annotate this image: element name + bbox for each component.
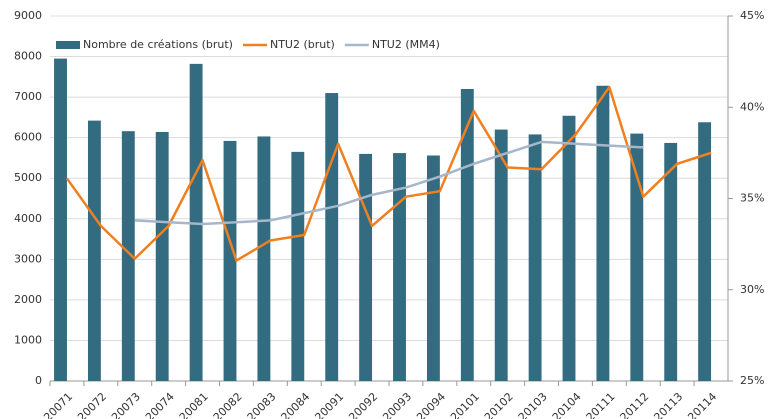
x-tick-label: 20102 xyxy=(482,390,516,419)
bar xyxy=(596,85,610,381)
legend-label: NTU2 (MM4) xyxy=(372,38,440,51)
y-tick-label: 4000 xyxy=(14,212,42,225)
x-tick-label: 20103 xyxy=(516,390,550,419)
x-tick-label: 20083 xyxy=(245,390,279,419)
x-tick-label: 20071 xyxy=(41,390,75,419)
bar xyxy=(426,155,440,381)
x-tick-label: 20093 xyxy=(380,390,414,419)
bar xyxy=(189,63,203,381)
bar xyxy=(664,142,678,381)
bar xyxy=(155,131,169,381)
x-tick-label: 20114 xyxy=(685,390,719,419)
y-tick-label: 5000 xyxy=(14,171,42,184)
bar xyxy=(325,93,339,382)
y-tick-label: 9000 xyxy=(14,9,42,22)
line xyxy=(134,140,644,226)
bar xyxy=(291,151,305,381)
y-tick-label: 7000 xyxy=(14,90,42,103)
x-tick-label: 20111 xyxy=(584,390,618,419)
y2-tick-label: 30% xyxy=(740,283,764,296)
x-tick-label: 20091 xyxy=(312,390,346,419)
bar xyxy=(630,133,644,381)
x-tick-label: 20072 xyxy=(75,390,109,419)
legend-label: Nombre de créations (brut) xyxy=(83,38,233,51)
bar xyxy=(223,140,237,381)
bar xyxy=(494,129,508,381)
bar xyxy=(121,131,135,381)
line xyxy=(65,85,712,262)
bar xyxy=(393,153,406,381)
y2-tick-label: 35% xyxy=(740,192,764,205)
x-tick-label: 20092 xyxy=(346,390,380,419)
bar xyxy=(257,136,271,381)
y-tick-label: 2000 xyxy=(14,293,42,306)
x-tick-label: 20082 xyxy=(211,390,245,419)
x-tick-label: 20094 xyxy=(414,390,448,419)
y-tick-label: 3000 xyxy=(14,252,42,265)
bar xyxy=(359,153,373,381)
y-tick-label: 1000 xyxy=(14,333,42,346)
x-tick-label: 20074 xyxy=(143,390,177,419)
x-tick-label: 20104 xyxy=(550,390,584,419)
bar xyxy=(54,58,67,381)
bar xyxy=(528,134,542,381)
bar xyxy=(698,122,712,381)
x-tick-label: 20113 xyxy=(651,390,685,419)
bar xyxy=(460,89,474,381)
y-tick-label: 6000 xyxy=(14,131,42,144)
bar xyxy=(87,120,101,381)
x-tick-label: 20081 xyxy=(177,390,211,419)
legend-label: NTU2 (brut) xyxy=(270,38,335,51)
legend-swatch xyxy=(56,41,80,49)
x-tick-label: 20073 xyxy=(109,390,143,419)
y2-tick-label: 40% xyxy=(740,100,764,113)
y2-tick-label: 25% xyxy=(740,374,764,387)
x-tick-label: 20112 xyxy=(618,390,652,419)
bar xyxy=(562,115,576,382)
x-tick-label: 20084 xyxy=(279,390,313,419)
x-tick-label: 20101 xyxy=(448,390,482,419)
y2-tick-label: 45% xyxy=(740,9,764,22)
y-tick-label: 0 xyxy=(35,374,42,387)
y-tick-label: 8000 xyxy=(14,50,42,63)
